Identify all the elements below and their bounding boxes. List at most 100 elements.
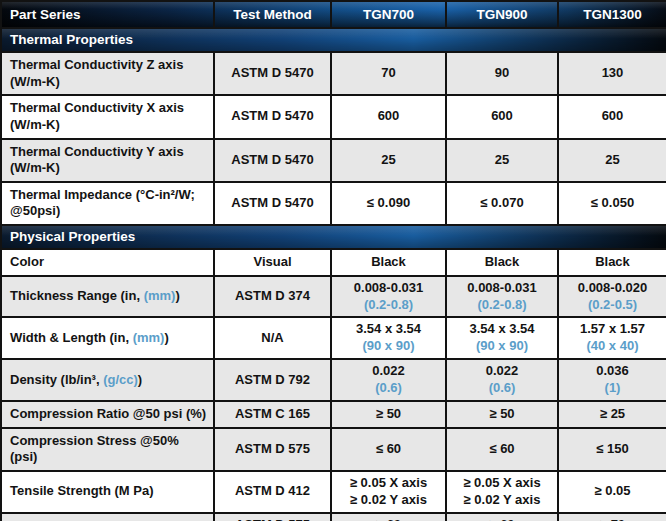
product-header-tgn700: TGN700 xyxy=(331,1,446,28)
property-label: Width & Length (in, (mm)) xyxy=(1,317,214,359)
value-line: Black xyxy=(561,254,664,271)
label-unit-blue: (g/cc) xyxy=(103,372,138,387)
label-text: Compression Ratio @50 psi (%) xyxy=(10,406,206,421)
spec-sheet: Part SeriesTest MethodTGN700TGN900TGN130… xyxy=(0,0,666,521)
value-line: ≥ 0.05 xyxy=(561,483,664,500)
value-cell: 25 xyxy=(331,139,446,182)
section-header: Thermal Properties xyxy=(1,28,666,52)
property-label: Color xyxy=(1,249,214,276)
property-label: Compression Ratio @50 psi (%) xyxy=(1,401,214,428)
test-method-cell: ASTM D 575 xyxy=(214,428,331,471)
value-cell: ≥ 0.05 X axis≥ 0.02 Y axis xyxy=(446,471,558,513)
value-cell: 0.022(0.6) xyxy=(446,359,558,401)
value-line: ≤ 60 xyxy=(334,441,443,458)
value-cell: 0.008-0.031(0.2-0.8) xyxy=(331,276,446,318)
value-line: ≥ 70 xyxy=(561,517,664,521)
value-cell: ≤ 0.050 xyxy=(558,182,666,225)
value-cell: 25 xyxy=(446,139,558,182)
property-label: Thermal Impedance (°C-in²/W; @50psi) xyxy=(1,182,214,225)
value-line: 3.54 x 3.54 xyxy=(334,321,443,338)
value-line: 70 xyxy=(334,65,443,82)
value-cell: ≥ 25 xyxy=(558,401,666,428)
property-label: Thickness Range (in, (mm)) xyxy=(1,276,214,318)
label-text: ) xyxy=(175,288,179,303)
test-method-cell: ASTM D 412 xyxy=(214,471,331,513)
value-line: 3.54 x 3.54 xyxy=(449,321,555,338)
table-row: Thermal Impedance (°C-in²/W; @50psi)ASTM… xyxy=(1,182,666,225)
label-text: Thermal Conductivity X axis (W/m-K) xyxy=(10,100,184,132)
table-row: Compression Stress @50% (psi)ASTM D 575≤… xyxy=(1,428,666,471)
section-header: Physical Properties xyxy=(1,225,666,249)
value-metric-line: (90 x 90) xyxy=(449,338,555,355)
value-line: 600 xyxy=(561,108,664,125)
value-cell: ≤ 150 xyxy=(558,428,666,471)
property-label: Thermal Conductivity X axis (W/m-K) xyxy=(1,95,214,138)
property-label: Thermal Conductivity Z axis (W/m-K) xyxy=(1,52,214,95)
value-line: 600 xyxy=(449,108,555,125)
value-cell: ≥ 0.05 X axis≥ 0.02 Y axis xyxy=(331,471,446,513)
value-cell: 600 xyxy=(558,95,666,138)
product-header-tgn900: TGN900 xyxy=(446,1,558,28)
value-line: ≤ 0.090 xyxy=(334,195,443,212)
value-line: ≥ 0.02 Y axis xyxy=(449,492,555,509)
table-row: Thermal Conductivity Z axis (W/m-K)ASTM … xyxy=(1,52,666,95)
value-cell: 0.022(0.6) xyxy=(331,359,446,401)
value-cell: 70 xyxy=(331,52,446,95)
value-line: Black xyxy=(334,254,443,271)
label-text: Tensile Strength (M Pa) xyxy=(10,483,154,498)
table-row: ColorVisualBlackBlackBlack xyxy=(1,249,666,276)
value-line: 600 xyxy=(334,108,443,125)
table-row: Thickness Range (in, (mm))ASTM D 3740.00… xyxy=(1,276,666,318)
table-row: Density (lb/in³, (g/cc))ASTM D 7920.022(… xyxy=(1,359,666,401)
property-label: Resilience (%) xyxy=(1,513,214,521)
value-line: ≥ 25 xyxy=(561,406,664,423)
value-cell: Black xyxy=(446,249,558,276)
label-text: ) xyxy=(164,330,168,345)
value-line: 0.008-0.020 xyxy=(561,280,664,297)
value-line: 25 xyxy=(334,152,443,169)
test-method-header: Test Method xyxy=(214,1,331,28)
value-line: ≤ 0.050 xyxy=(561,195,664,212)
value-metric-line: (0.6) xyxy=(334,380,443,397)
value-line: ≤ 150 xyxy=(561,441,664,458)
value-cell: 3.54 x 3.54(90 x 90) xyxy=(331,317,446,359)
value-cell: 90 xyxy=(446,52,558,95)
section-row: Thermal Properties xyxy=(1,28,666,52)
property-label: Tensile Strength (M Pa) xyxy=(1,471,214,513)
value-line: Black xyxy=(449,254,555,271)
test-method-cell: Visual xyxy=(214,249,331,276)
value-line: 90 xyxy=(449,65,555,82)
value-cell: ≤ 0.090 xyxy=(331,182,446,225)
table-row: Compression Ratio @50 psi (%)ASTM C 165≥… xyxy=(1,401,666,428)
value-cell: 130 xyxy=(558,52,666,95)
test-method-cell: ASTM D 374 xyxy=(214,276,331,318)
test-method-cell: ASTM D 5470 xyxy=(214,139,331,182)
value-line: 1.57 x 1.57 xyxy=(561,321,664,338)
label-text: Resilience (%) xyxy=(10,518,98,521)
value-metric-line: (0.2-0.8) xyxy=(449,297,555,314)
test-method-cell: ASTM D 575 xyxy=(214,513,331,521)
value-line: 0.008-0.031 xyxy=(449,280,555,297)
test-method-cell: ASTM D 5470 xyxy=(214,52,331,95)
label-text: Compression Stress @50% (psi) xyxy=(10,433,179,465)
label-text: Density (lb/in³, xyxy=(10,372,103,387)
test-method-cell: ASTM D 5470 xyxy=(214,95,331,138)
value-metric-line: (40 x 40) xyxy=(561,338,664,355)
property-label: Density (lb/in³, (g/cc)) xyxy=(1,359,214,401)
property-label: Compression Stress @50% (psi) xyxy=(1,428,214,471)
value-metric-line: (0.2-0.8) xyxy=(334,297,443,314)
table-row: Width & Length (in, (mm))N/A3.54 x 3.54(… xyxy=(1,317,666,359)
table-row: Tensile Strength (M Pa)ASTM D 412≥ 0.05 … xyxy=(1,471,666,513)
label-unit-blue: (mm) xyxy=(133,330,165,345)
property-label: Thermal Conductivity Y axis (W/m-K) xyxy=(1,139,214,182)
value-line: 0.036 xyxy=(561,363,664,380)
value-cell: 0.008-0.020(0.2-0.5) xyxy=(558,276,666,318)
value-line: ≥ 60 xyxy=(449,517,555,521)
value-line: 25 xyxy=(449,152,555,169)
value-line: ≥ 0.05 X axis xyxy=(334,475,443,492)
value-line: 130 xyxy=(561,65,664,82)
value-cell: ≤ 60 xyxy=(331,428,446,471)
value-cell: 1.57 x 1.57(40 x 40) xyxy=(558,317,666,359)
table-header-row: Part SeriesTest MethodTGN700TGN900TGN130… xyxy=(1,1,666,28)
label-text: Thermal Conductivity Y axis (W/m-K) xyxy=(10,144,184,176)
